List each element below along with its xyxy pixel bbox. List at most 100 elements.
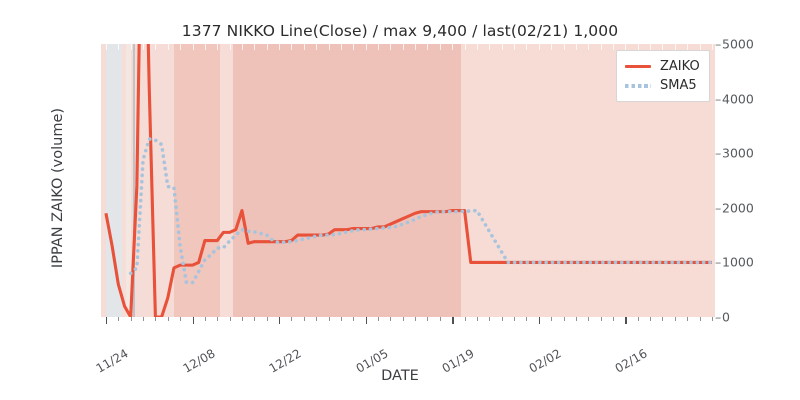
x-axis-minor-tick bbox=[600, 317, 602, 321]
y-axis-tick-label: –3000 bbox=[715, 146, 754, 161]
y-tick-text: 2000 bbox=[722, 200, 754, 216]
gridline bbox=[687, 44, 689, 317]
x-axis-title: DATE bbox=[381, 368, 419, 384]
x-axis-minor-tick bbox=[439, 317, 441, 321]
legend-item-sma5[interactable]: SMA5 bbox=[625, 76, 700, 95]
x-axis-minor-tick bbox=[699, 317, 701, 321]
y-tick-text: 1000 bbox=[722, 254, 754, 270]
y-axis-tick-label: –4000 bbox=[715, 91, 754, 106]
x-axis-minor-tick bbox=[415, 317, 417, 321]
x-axis-minor-tick bbox=[662, 317, 664, 321]
gridline bbox=[118, 44, 120, 317]
x-axis-major-tick bbox=[105, 317, 108, 324]
legend-swatch-sma5 bbox=[625, 80, 651, 92]
gridline bbox=[501, 44, 503, 317]
gridline bbox=[575, 44, 577, 317]
x-axis-minor-tick bbox=[526, 317, 528, 321]
x-axis-major-tick bbox=[279, 317, 281, 324]
x-axis-minor-tick bbox=[390, 317, 392, 321]
legend-swatch-zaiko bbox=[625, 61, 651, 73]
x-axis-minor-tick bbox=[427, 317, 429, 321]
x-axis-minor-tick bbox=[266, 317, 268, 321]
gridline bbox=[650, 44, 652, 317]
gridline bbox=[229, 44, 231, 317]
x-axis-minor-tick bbox=[563, 317, 565, 321]
gridline bbox=[625, 44, 627, 317]
x-axis-minor-tick bbox=[328, 317, 330, 321]
gridline bbox=[538, 44, 540, 317]
x-axis-minor-tick bbox=[650, 317, 652, 321]
y-tick-text: 3000 bbox=[722, 145, 754, 161]
plot-area bbox=[101, 44, 715, 317]
gridline bbox=[427, 44, 429, 317]
y-axis-tick-label: –2000 bbox=[715, 200, 754, 215]
x-axis-minor-tick bbox=[402, 317, 404, 321]
chart-legend: ZAIKO SMA5 bbox=[616, 50, 710, 102]
gridline bbox=[563, 44, 565, 317]
gridline bbox=[600, 44, 602, 317]
background-band bbox=[232, 44, 462, 317]
x-axis-minor-tick bbox=[241, 317, 243, 321]
x-axis-minor-tick bbox=[588, 317, 590, 321]
gridline bbox=[514, 44, 516, 317]
gridline bbox=[390, 44, 392, 317]
x-axis-minor-tick bbox=[353, 317, 355, 321]
gridline bbox=[204, 44, 206, 317]
chart-title: 1377 NIKKO Line(Close) / max 9,400 / las… bbox=[181, 22, 619, 40]
x-axis-minor-tick bbox=[514, 317, 516, 321]
y-tick-mark: – bbox=[715, 200, 722, 216]
y-tick-text: 0 bbox=[722, 309, 730, 325]
x-axis-minor-tick bbox=[303, 317, 305, 321]
x-axis-minor-tick bbox=[217, 317, 219, 321]
gridline bbox=[415, 44, 417, 317]
gridline bbox=[662, 44, 664, 317]
background-band bbox=[122, 44, 127, 317]
background-band bbox=[105, 44, 122, 317]
gridline bbox=[378, 44, 379, 317]
y-axis-title: IPPAN ZAIKO (volume) bbox=[50, 107, 66, 269]
gridline bbox=[328, 44, 330, 317]
x-axis-minor-tick bbox=[155, 317, 157, 321]
gridline bbox=[489, 44, 491, 317]
y-axis-tick-label: –5000 bbox=[715, 37, 754, 52]
y-axis-tick-label: –0 bbox=[715, 310, 730, 325]
x-axis-minor-tick bbox=[464, 317, 466, 321]
gridline bbox=[612, 44, 614, 317]
y-axis-tick-label: –1000 bbox=[715, 255, 754, 270]
x-axis-minor-tick bbox=[167, 317, 169, 321]
x-axis-minor-tick bbox=[612, 317, 614, 321]
background-band bbox=[220, 44, 233, 317]
gridline bbox=[439, 44, 441, 317]
x-axis-minor-tick bbox=[204, 317, 206, 321]
x-axis-minor-tick bbox=[378, 317, 379, 321]
x-axis-minor-tick bbox=[118, 317, 120, 321]
x-axis-minor-tick bbox=[687, 317, 689, 321]
gridline bbox=[365, 44, 367, 317]
gridline bbox=[340, 44, 342, 317]
x-axis-minor-tick bbox=[489, 317, 491, 321]
x-axis-minor-tick bbox=[291, 317, 293, 321]
y-tick-text: 4000 bbox=[722, 91, 754, 107]
x-axis-minor-tick bbox=[254, 317, 256, 321]
legend-label: ZAIKO bbox=[660, 59, 700, 74]
x-axis-minor-tick bbox=[130, 317, 132, 321]
gridline bbox=[452, 44, 454, 317]
gridline bbox=[192, 44, 194, 317]
gridline bbox=[402, 44, 404, 317]
gridline bbox=[476, 44, 478, 317]
x-axis-minor-tick bbox=[143, 317, 145, 321]
legend-item-zaiko[interactable]: ZAIKO bbox=[625, 57, 700, 76]
x-axis-major-tick bbox=[625, 317, 627, 324]
gridline bbox=[266, 44, 268, 317]
gridline bbox=[155, 44, 157, 317]
y-tick-mark: – bbox=[715, 145, 722, 161]
y-tick-mark: – bbox=[715, 36, 722, 52]
gridline bbox=[217, 44, 219, 317]
x-axis-major-tick bbox=[538, 317, 541, 324]
x-axis-minor-tick bbox=[316, 317, 318, 321]
x-axis-major-tick bbox=[365, 317, 368, 324]
series-lines bbox=[104, 44, 714, 317]
gridline bbox=[353, 44, 355, 317]
gridline bbox=[551, 44, 553, 317]
